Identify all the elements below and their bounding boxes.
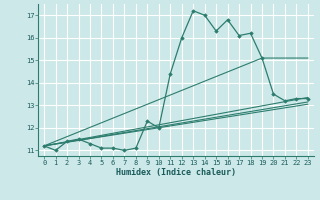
- X-axis label: Humidex (Indice chaleur): Humidex (Indice chaleur): [116, 168, 236, 177]
